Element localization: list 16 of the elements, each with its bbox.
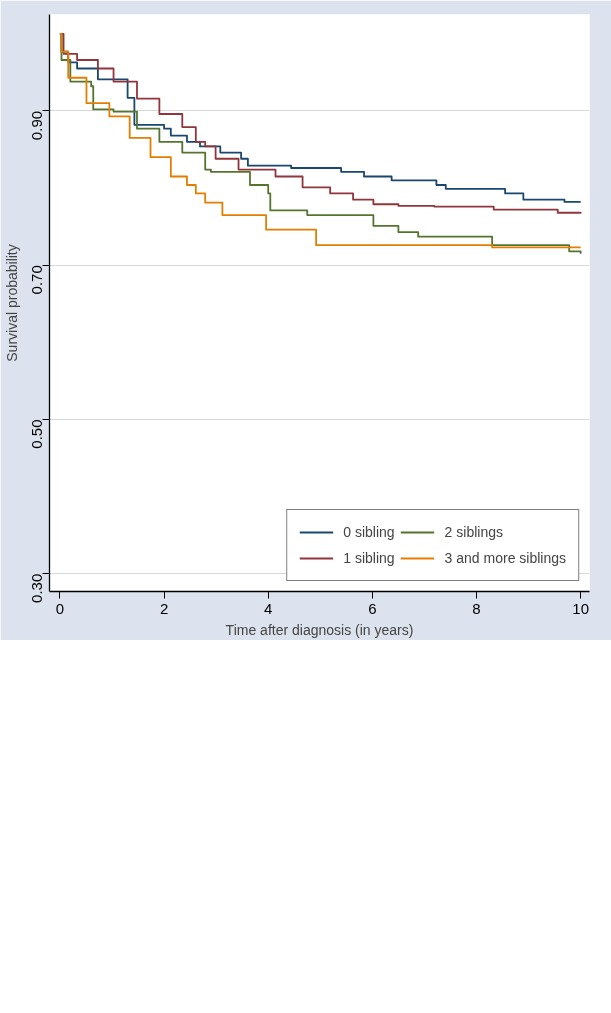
x-tick-label: 0: [55, 599, 65, 617]
y-tick-label: 0.90: [28, 110, 46, 141]
y-tick-label: 0.50: [28, 419, 46, 449]
x-tick-label: 10: [572, 599, 589, 617]
legend-label: 3 and more siblings: [444, 550, 566, 566]
y-tick-label: 0.30: [28, 573, 46, 603]
y-tick-label: 0.70: [28, 265, 46, 295]
legend-label: 1 sibling: [343, 550, 395, 566]
x-tick-label: 2: [159, 599, 169, 617]
x-axis-title: Time after diagnosis (in years): [225, 621, 414, 638]
x-tick-label: 8: [472, 599, 481, 617]
y-axis-title: Survival probability: [3, 244, 20, 362]
legend-label: 0 sibling: [343, 524, 395, 540]
legend-label: 2 siblings: [444, 524, 503, 540]
x-tick-label: 4: [264, 599, 273, 617]
x-tick-label: 6: [368, 599, 377, 617]
